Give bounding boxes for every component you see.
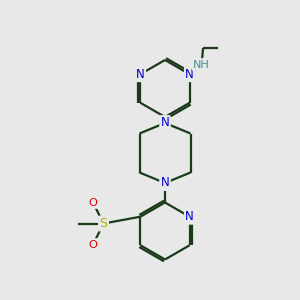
Text: N: N (160, 176, 169, 190)
Text: O: O (88, 239, 98, 250)
Text: S: S (100, 217, 107, 230)
Text: O: O (88, 197, 98, 208)
Text: N: N (136, 68, 145, 81)
Text: NH: NH (193, 59, 210, 70)
Text: N: N (160, 116, 169, 130)
Text: N: N (185, 68, 194, 81)
Text: N: N (185, 210, 194, 223)
